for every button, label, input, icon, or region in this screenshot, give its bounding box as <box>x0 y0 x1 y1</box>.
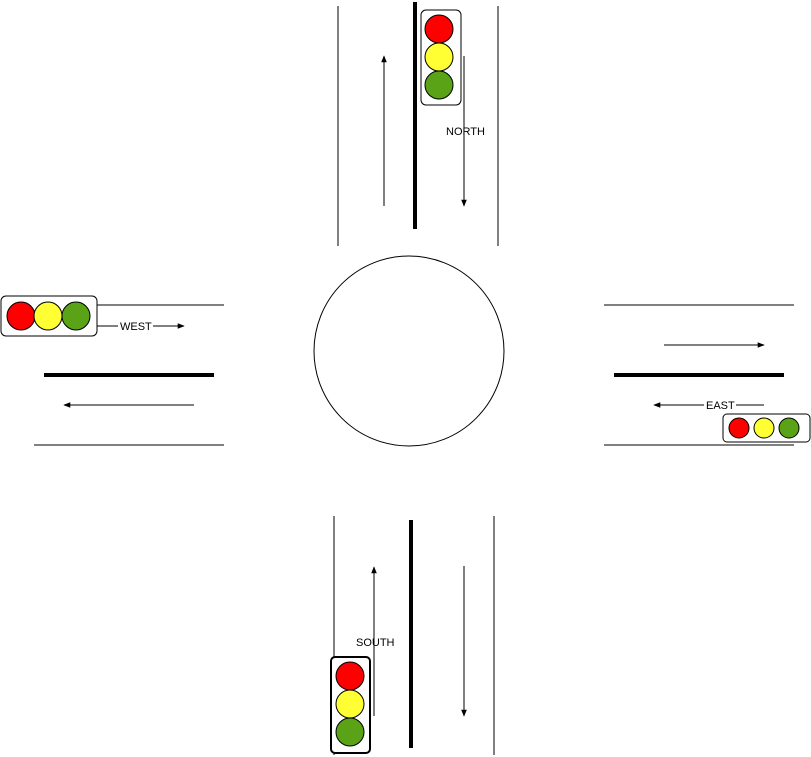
east-red-light <box>728 417 750 439</box>
south-red-light <box>335 661 365 691</box>
north-red-light <box>424 14 454 44</box>
east-traffic-light <box>722 413 811 443</box>
south-yellow-light <box>335 689 365 719</box>
north-label: NORTH <box>446 126 485 138</box>
east-yellow-light <box>753 417 775 439</box>
west-red-light <box>6 301 36 331</box>
north-traffic-light <box>420 9 462 106</box>
north-green-light <box>424 70 454 100</box>
roundabout-circle <box>313 255 505 447</box>
south-road: SOUTH <box>333 516 495 755</box>
south-label: SOUTH <box>356 637 395 649</box>
east-label: EAST <box>706 400 735 412</box>
north-yellow-light <box>424 42 454 72</box>
west-yellow-light <box>33 301 63 331</box>
west-label-bg <box>118 320 153 333</box>
east-label-bg <box>704 399 736 412</box>
west-traffic-light <box>0 295 98 337</box>
south-traffic-light <box>330 656 371 754</box>
west-label: WEST <box>120 321 152 333</box>
south-green-light <box>335 717 365 747</box>
north-road: NORTH <box>337 2 499 246</box>
west-green-light <box>61 301 91 331</box>
east-green-light <box>778 417 800 439</box>
east-road: EAST <box>604 304 794 446</box>
